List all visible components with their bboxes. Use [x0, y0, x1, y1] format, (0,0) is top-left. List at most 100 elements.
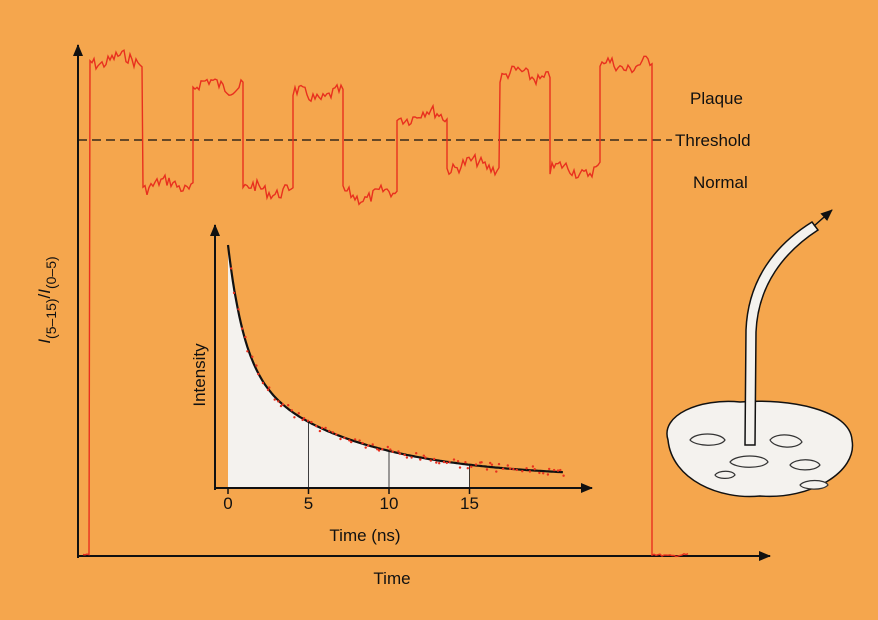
photon-count [556, 469, 560, 472]
photon-count [306, 419, 310, 422]
photon-count [302, 417, 306, 420]
photon-count [424, 456, 427, 459]
decay-curve [226, 244, 563, 474]
photon-count [559, 468, 562, 472]
y-label-part: I [35, 339, 54, 344]
photon-count [353, 438, 357, 441]
y-label-part: / [35, 293, 54, 298]
inset-y-label: Intensity [190, 343, 209, 407]
photon-count [244, 335, 247, 339]
photon-count [397, 450, 400, 453]
photon-count [386, 445, 389, 449]
photon-count [290, 409, 293, 412]
photon-count [230, 267, 233, 270]
probe-illustration [666, 209, 854, 498]
integrated-area [228, 245, 470, 488]
photon-count [301, 418, 304, 422]
photon-count [364, 446, 367, 449]
photon-count [293, 416, 296, 419]
threshold-label: Threshold [675, 131, 751, 150]
photon-count [376, 448, 379, 451]
photon-count [521, 470, 524, 473]
photon-count [525, 467, 528, 470]
photon-count [318, 429, 322, 433]
photon-count [497, 462, 501, 466]
photon-count [562, 474, 565, 477]
photon-count [464, 461, 467, 464]
photon-count [350, 440, 353, 444]
photon-count [474, 463, 478, 466]
photon-count [466, 467, 469, 470]
x-tick-label: 0 [223, 494, 232, 513]
photon-count [277, 400, 280, 403]
photon-count [389, 448, 392, 451]
photon-count [266, 388, 270, 392]
photon-count [495, 470, 498, 473]
photon-count [381, 448, 384, 451]
x-tick-label: 15 [460, 494, 479, 513]
photon-count [489, 461, 492, 465]
signal-trace [82, 49, 689, 558]
normal-label: Normal [693, 173, 748, 192]
photon-count [273, 398, 276, 401]
photon-count [515, 468, 518, 472]
photon-count [435, 461, 438, 464]
photon-count [246, 350, 249, 353]
photon-count [501, 467, 505, 470]
photon-count [552, 468, 556, 472]
photon-count [542, 472, 545, 475]
photon-count [452, 458, 456, 461]
photon-count [509, 467, 512, 470]
photon-count [361, 441, 364, 445]
photon-count [433, 457, 436, 461]
photon-count [232, 291, 236, 295]
photon-count [480, 461, 483, 464]
photon-count [415, 452, 418, 455]
photon-count [458, 466, 462, 469]
photon-count [251, 355, 254, 358]
photon-count [531, 465, 535, 468]
photon-count [367, 444, 370, 447]
photon-count [419, 458, 422, 461]
photon-count [315, 424, 318, 428]
photon-count [328, 429, 331, 433]
photon-count [403, 453, 406, 457]
x-axis-label: Time [373, 569, 410, 588]
photon-count [268, 386, 271, 389]
photon-count [358, 439, 361, 442]
photon-count [546, 473, 550, 476]
photon-count [398, 452, 401, 455]
inset-x-label: Time (ns) [329, 526, 400, 545]
photon-count [343, 436, 346, 440]
photon-count [538, 471, 541, 475]
photon-count [331, 431, 334, 434]
photon-count [528, 470, 532, 473]
photon-count [320, 426, 324, 430]
photon-count [422, 454, 425, 457]
data-points [230, 267, 565, 477]
photon-count [339, 437, 342, 441]
photon-count [324, 426, 327, 430]
photon-count [255, 364, 258, 367]
photon-count [448, 460, 451, 464]
plaque-label: Plaque [690, 89, 743, 108]
photon-count [533, 468, 536, 471]
photon-count [335, 433, 338, 436]
photon-count [456, 460, 460, 463]
photon-count [405, 456, 409, 459]
photon-count [261, 381, 265, 385]
photon-count [371, 443, 374, 446]
y-axis-label: I(5–15)/I(0–5) [35, 256, 59, 343]
y-label-part: (5–15) [43, 298, 59, 338]
photon-count [257, 372, 260, 376]
photon-count [445, 461, 448, 465]
photon-count [281, 403, 285, 406]
photon-count [348, 439, 351, 442]
photon-count [548, 467, 551, 471]
photon-count [410, 456, 413, 459]
y-label-part: I [35, 289, 54, 294]
photon-count [485, 468, 489, 471]
